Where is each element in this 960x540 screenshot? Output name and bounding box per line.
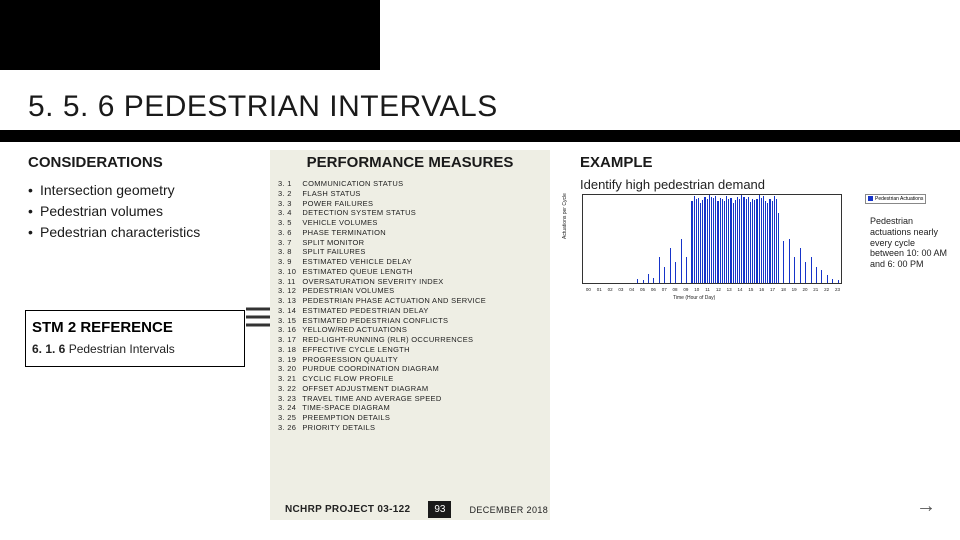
example-column: EXAMPLE Identify high pedestrian demand … — [580, 154, 950, 200]
example-note: Pedestrian actuations nearly every cycle… — [870, 216, 950, 270]
footer-page-number: 93 — [428, 501, 451, 518]
slide-title: 5. 5. 6 PEDESTRIAN INTERVALS — [28, 90, 498, 124]
stm-ref-line: 6. 1. 6 Pedestrian Intervals — [32, 342, 238, 356]
performance-heading: PERFORMANCE MEASURES — [278, 154, 542, 171]
pm-item: 3. 16 YELLOW/RED ACTUATIONS — [278, 325, 542, 335]
list-item: Intersection geometry — [28, 181, 238, 200]
pm-item: 3. 25 PREEMPTION DETAILS — [278, 413, 542, 423]
pm-item: 3. 3 POWER FAILURES — [278, 199, 542, 209]
pm-item: 3. 20 PURDUE COORDINATION DIAGRAM — [278, 364, 542, 374]
pm-item: 3. 8 SPLIT FAILURES — [278, 247, 542, 257]
footer-date: DECEMBER 2018 — [469, 505, 548, 515]
stm-heading: STM 2 REFERENCE — [32, 319, 238, 336]
pm-item: 3. 22 OFFSET ADJUSTMENT DIAGRAM — [278, 384, 542, 394]
example-heading: EXAMPLE — [580, 154, 950, 171]
pm-item: 3. 9 ESTIMATED VEHICLE DELAY — [278, 257, 542, 267]
legend-swatch — [868, 196, 873, 201]
pm-item: 3. 12 PEDESTRIAN VOLUMES — [278, 286, 542, 296]
pm-item: 3. 19 PROGRESSION QUALITY — [278, 355, 542, 365]
stm-reference-box: STM 2 REFERENCE 6. 1. 6 Pedestrian Inter… — [25, 310, 245, 367]
pm-item: 3. 24 TIME-SPACE DIAGRAM — [278, 403, 542, 413]
pm-item: 3. 26 PRIORITY DETAILS — [278, 423, 542, 433]
pm-item: 3. 4 DETECTION SYSTEM STATUS — [278, 208, 542, 218]
title-underline-bar — [0, 130, 960, 142]
pm-item: 3. 10 ESTIMATED QUEUE LENGTH — [278, 267, 542, 277]
pm-item: 3. 21 CYCLIC FLOW PROFILE — [278, 374, 542, 384]
pm-item: 3. 6 PHASE TERMINATION — [278, 228, 542, 238]
considerations-heading: CONSIDERATIONS — [28, 154, 238, 171]
pm-item: 3. 7 SPLIT MONITOR — [278, 238, 542, 248]
slide-footer: NCHRP PROJECT 03-122 93 DECEMBER 2018 — [285, 501, 548, 518]
chart-x-ticks: 0001020304050607080910111213141516171819… — [583, 287, 843, 292]
pm-item: 3. 11 OVERSATURATION SEVERITY INDEX — [278, 277, 542, 287]
pedestrian-chart: Actuations per Cycle 0001020304050607080… — [570, 194, 860, 304]
performance-measures-list: 3. 1 COMMUNICATION STATUS3. 2 FLASH STAT… — [278, 179, 542, 433]
pm-item: 3. 18 EFFECTIVE CYCLE LENGTH — [278, 345, 542, 355]
chart-plot-area: 0001020304050607080910111213141516171819… — [582, 194, 842, 284]
chart-legend: Pedestrian Actuations — [865, 194, 926, 204]
pm-item: 3. 15 ESTIMATED PEDESTRIAN CONFLICTS — [278, 316, 542, 326]
considerations-list: Intersection geometry Pedestrian volumes… — [28, 181, 238, 242]
pm-item: 3. 5 VEHICLE VOLUMES — [278, 218, 542, 228]
next-arrow-icon[interactable]: → — [916, 495, 936, 518]
list-item: Pedestrian characteristics — [28, 223, 238, 242]
chart-y-label: Actuations per Cycle — [562, 193, 568, 239]
top-black-bar — [0, 0, 380, 70]
pm-item: 3. 23 TRAVEL TIME AND AVERAGE SPEED — [278, 394, 542, 404]
pm-item: 3. 17 RED-LIGHT-RUNNING (RLR) OCCURRENCE… — [278, 335, 542, 345]
pm-item: 3. 14 ESTIMATED PEDESTRIAN DELAY — [278, 306, 542, 316]
example-caption: Identify high pedestrian demand — [580, 177, 950, 192]
considerations-column: CONSIDERATIONS Intersection geometry Ped… — [28, 154, 238, 244]
pm-item: 3. 1 COMMUNICATION STATUS — [278, 179, 542, 189]
pm-item: 3. 2 FLASH STATUS — [278, 189, 542, 199]
list-item: Pedestrian volumes — [28, 202, 238, 221]
footer-project: NCHRP PROJECT 03-122 — [285, 504, 410, 515]
chart-x-label: Time (Hour of Day) — [673, 295, 715, 301]
pm-item: 3. 13 PEDESTRIAN PHASE ACTUATION AND SER… — [278, 296, 542, 306]
performance-measures-column: PERFORMANCE MEASURES 3. 1 COMMUNICATION … — [270, 150, 550, 520]
